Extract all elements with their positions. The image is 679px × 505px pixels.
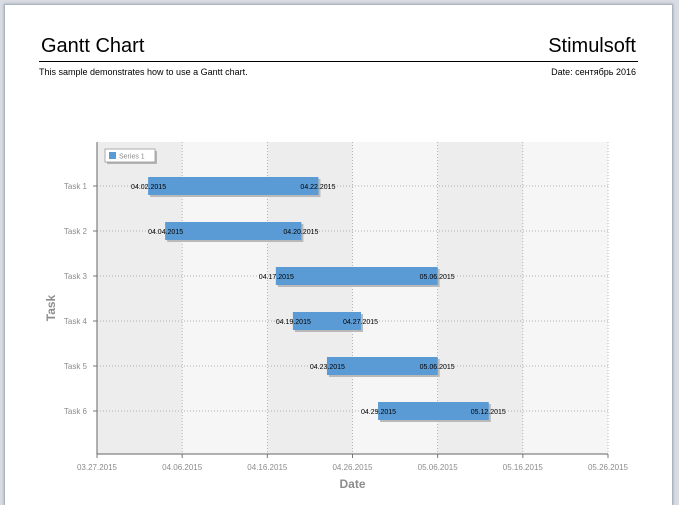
bar-end-label: 04.27.2015 xyxy=(343,319,378,326)
bar-start-label: 04.04.2015 xyxy=(148,229,183,236)
y-tick-label: Task 5 xyxy=(64,362,88,371)
x-tick-label: 05.06.2015 xyxy=(418,463,459,472)
report-title: Gantt Chart xyxy=(41,35,145,57)
bar-end-label: 04.20.2015 xyxy=(283,229,318,236)
gantt-bar xyxy=(148,177,319,195)
bar-end-label: 04.22.2015 xyxy=(300,184,335,191)
x-tick-label: 04.06.2015 xyxy=(162,463,203,472)
x-tick-label: 05.26.2015 xyxy=(588,463,629,472)
bar-start-label: 04.02.2015 xyxy=(131,184,166,191)
bar-end-label: 05.12.2015 xyxy=(471,409,506,416)
x-tick-label: 05.16.2015 xyxy=(503,463,544,472)
bar-start-label: 04.19.2015 xyxy=(276,319,311,326)
gantt-bar xyxy=(275,267,438,285)
bar-end-label: 05.06.2015 xyxy=(420,274,455,281)
x-axis-title: Date xyxy=(339,477,365,491)
gantt-bar xyxy=(165,222,302,240)
x-tick-label: 03.27.2015 xyxy=(77,463,118,472)
report-description: This sample demonstrates how to use a Ga… xyxy=(39,67,248,77)
gantt-bar xyxy=(292,312,362,330)
y-tick-label: Task 4 xyxy=(64,317,88,326)
y-axis-title: Task xyxy=(44,294,58,321)
legend-entry: Series 1 xyxy=(119,154,145,161)
header-divider xyxy=(39,61,638,62)
gantt-bar xyxy=(326,357,438,375)
legend-box xyxy=(104,148,156,163)
report-date: Date: сентябрь 2016 xyxy=(551,67,636,77)
brand-name: Stimulsoft xyxy=(548,35,636,57)
legend-swatch xyxy=(109,152,116,159)
bar-end-label: 05.06.2015 xyxy=(420,364,455,371)
y-tick-label: Task 3 xyxy=(64,272,88,281)
y-tick-label: Task 1 xyxy=(64,182,88,191)
x-tick-label: 04.16.2015 xyxy=(247,463,288,472)
bar-start-label: 04.29.2015 xyxy=(361,409,396,416)
gantt-bar xyxy=(378,402,489,420)
bar-start-label: 04.17.2015 xyxy=(259,274,294,281)
y-tick-label: Task 2 xyxy=(64,227,88,236)
x-tick-label: 04.26.2015 xyxy=(332,463,373,472)
y-tick-label: Task 6 xyxy=(64,407,88,416)
bar-start-label: 04.23.2015 xyxy=(310,364,345,371)
